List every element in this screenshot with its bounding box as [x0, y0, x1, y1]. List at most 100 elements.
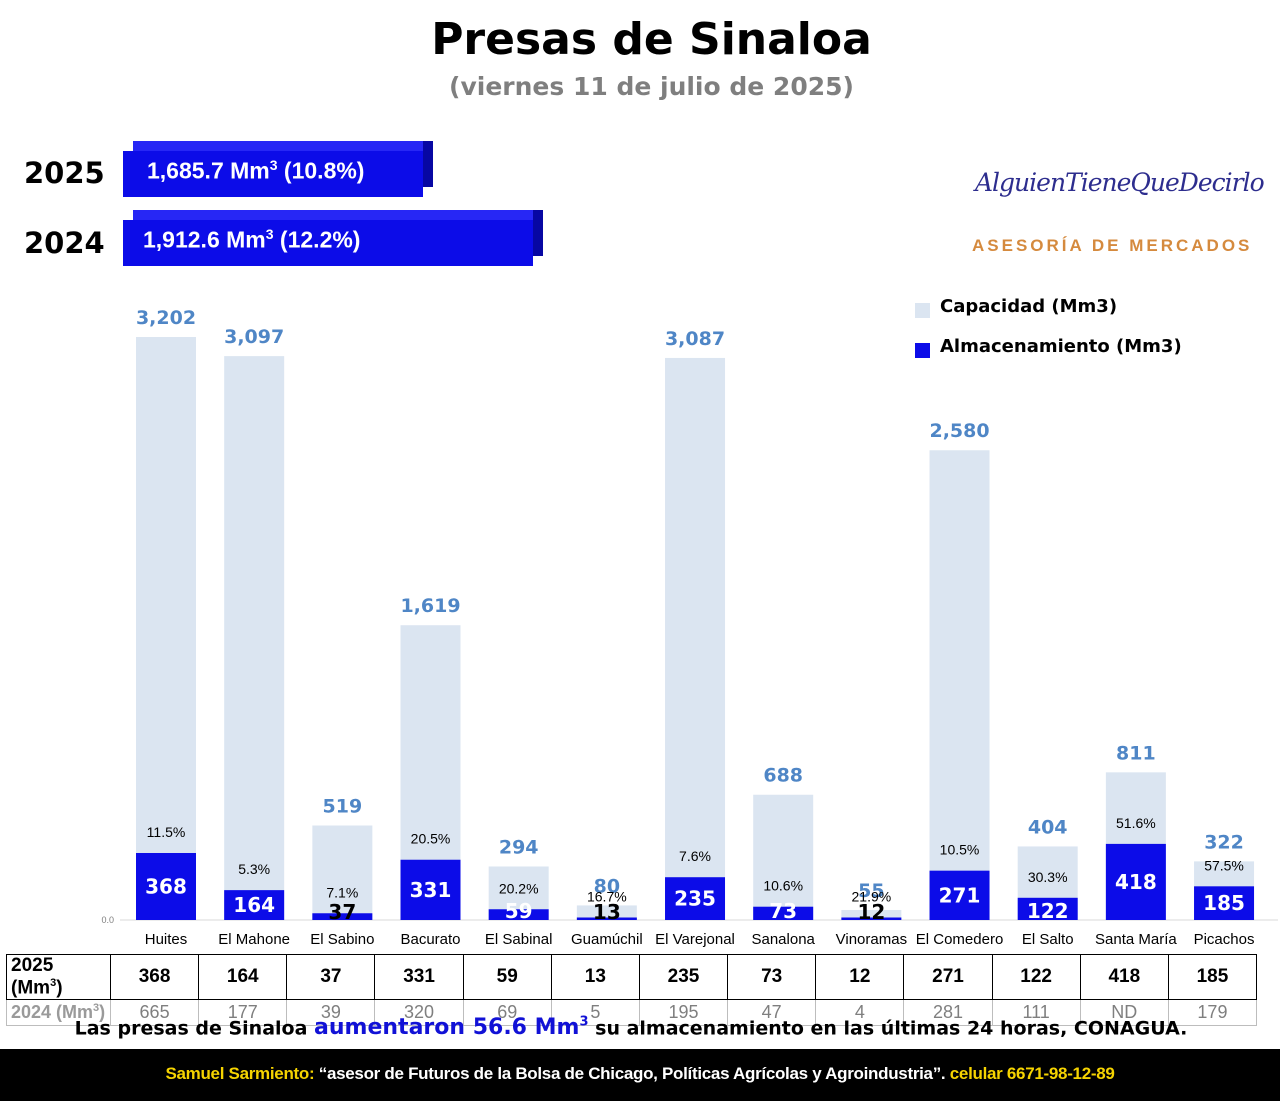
table-cell-2025: 164 — [198, 953, 288, 1001]
capacity-label-el-comedero: 2,580 — [929, 420, 989, 442]
storage-bar-vinoramas — [841, 917, 902, 920]
category-label-el-comedero: El Comedero — [916, 931, 1004, 948]
footer-quote: “asesor de Futuros de la Bolsa de Chicag… — [314, 1064, 946, 1083]
total-bar-2024: 1,912.6 Mm3 (12.2%) — [123, 210, 543, 266]
capacity-label-el-varejonal: 3,087 — [665, 328, 725, 350]
table-cell-2025: 122 — [991, 953, 1081, 1001]
table-row-label-2025: 2025 (Mm3) — [6, 953, 111, 1001]
storage-label-huites: 368 — [145, 874, 187, 898]
storage-bar-el-mahone — [224, 890, 285, 920]
percent-label-el-sabino: 7.1% — [326, 884, 358, 900]
storage-label-picachos: 185 — [1203, 891, 1245, 915]
table-cell-2025: 331 — [374, 953, 464, 1001]
capacity-bar-huites — [136, 337, 196, 920]
category-label-vinoramas: Vinoramas — [836, 931, 907, 948]
category-label-el-varejonal: El Varejonal — [655, 931, 735, 948]
table-cell-2025: 59 — [462, 953, 552, 1001]
table-cell-2024: 320 — [374, 999, 464, 1027]
table-cell-2024: 69 — [462, 999, 552, 1027]
storage-bar-el-sabinal — [488, 909, 549, 920]
capacity-label-el-sabinal: 294 — [499, 836, 539, 858]
category-label-huites: Huites — [145, 931, 188, 948]
percent-label-guam-chil: 16.7% — [587, 889, 627, 905]
capacity-bar-sanalona — [753, 794, 814, 920]
percent-label-santa-mar-a: 51.6% — [1116, 815, 1156, 831]
table-cell-2025: 418 — [1079, 953, 1169, 1001]
table-cell-2025: 12 — [815, 953, 905, 1001]
capacity-label-huites: 3,202 — [136, 307, 196, 329]
capacity-label-santa-mar-a: 811 — [1116, 742, 1156, 764]
storage-label-bacurato: 331 — [410, 878, 452, 902]
storage-label-el-comedero: 271 — [939, 883, 981, 907]
category-label-el-sabino: El Sabino — [310, 931, 374, 948]
capacity-bar-vinoramas — [841, 909, 902, 920]
page-subtitle: (viernes 11 de julio de 2025) — [449, 72, 854, 101]
table-cell-2025: 13 — [550, 953, 640, 1001]
capacity-bar-guam-chil — [576, 905, 637, 920]
category-label-santa-mar-a: Santa María — [1095, 931, 1177, 948]
table-cell-2024: 195 — [638, 999, 729, 1027]
footer-text: Samuel Sarmiento: “asesor de Futuros de … — [0, 1064, 1280, 1084]
table-cell-2025: 185 — [1167, 953, 1258, 1001]
table-cell-2025: 271 — [903, 953, 993, 1001]
storage-bar-el-varejonal — [665, 877, 726, 920]
percent-label-el-salto: 30.3% — [1028, 869, 1068, 885]
storage-label-el-varejonal: 235 — [674, 887, 716, 911]
storage-bar-el-sabino — [312, 913, 373, 920]
legend-label-almacenamiento: Almacenamiento (Mm3) — [940, 336, 1182, 357]
storage-bar-el-salto — [1017, 897, 1078, 920]
percent-label-bacurato: 20.5% — [411, 831, 451, 847]
bar-chart: 0.0 3,202 11.5% 368 Huites 3,097 5.3% 164 El Mah… — [101, 307, 1278, 948]
category-label-el-salto: El Salto — [1022, 931, 1074, 948]
data-table: 2025 (Mm3) 368 164 37 331 59 13 235 73 12 271 122 4… — [6, 953, 1258, 1027]
storage-label-el-sabino: 37 — [328, 900, 356, 924]
category-label-bacurato: Bacurato — [400, 931, 460, 948]
total-year-2024: 2024 — [24, 226, 105, 260]
percent-label-el-comedero: 10.5% — [940, 842, 980, 858]
capacity-bar-el-mahone — [224, 356, 285, 920]
table-cell-2024: 281 — [903, 999, 993, 1027]
capacity-label-el-mahone: 3,097 — [224, 326, 284, 348]
axis-zero-label: 0.0 — [101, 915, 114, 925]
legend-swatch-capacidad — [915, 303, 930, 318]
percent-label-sanalona: 10.6% — [763, 878, 803, 894]
storage-label-el-salto: 122 — [1027, 899, 1069, 923]
category-label-el-mahone: El Mahone — [218, 931, 290, 948]
table-cell-2024: 39 — [286, 999, 376, 1027]
storage-bar-huites — [136, 852, 196, 920]
table-cell-2024: 177 — [198, 999, 288, 1027]
category-label-sanalona: Sanalona — [751, 931, 815, 948]
note-highlight: aumentaron 56.6 Mm3 — [314, 1015, 589, 1041]
table-cell-2024: 111 — [991, 999, 1081, 1027]
capacity-label-guam-chil: 80 — [594, 875, 620, 897]
capacity-label-bacurato: 1,619 — [400, 595, 460, 617]
percent-label-picachos: 57.5% — [1204, 857, 1244, 873]
percent-label-vinoramas: 21.9% — [852, 889, 892, 905]
storage-label-el-mahone: 164 — [233, 893, 275, 917]
table-cell-2024: 179 — [1167, 999, 1258, 1027]
total-bar-2025: 1,685.7 Mm3 (10.8%) — [123, 141, 433, 197]
table-row-2025: 2025 (Mm3) 368 164 37 331 59 13 235 73 12 271 122 4… — [6, 953, 1258, 1001]
storage-bar-sanalona — [753, 906, 814, 920]
capacity-bar-el-varejonal — [665, 357, 726, 920]
table-cell-2025: 235 — [638, 953, 729, 1001]
capacity-bar-el-sabino — [312, 825, 373, 920]
storage-label-guam-chil: 13 — [593, 900, 621, 924]
capacity-label-picachos: 322 — [1204, 831, 1244, 853]
table-cell-2024: 665 — [109, 999, 200, 1027]
table-cell-2024: ND — [1079, 999, 1169, 1027]
brand-signature: AlguienTieneQueDecirlo — [975, 168, 1265, 197]
table-cell-2025: 37 — [286, 953, 376, 1001]
table-row-label-2024: 2024 (Mm3) — [6, 999, 111, 1027]
table-cell-2024: 5 — [550, 999, 640, 1027]
capacity-label-el-sabino: 519 — [323, 796, 363, 818]
percent-label-huites: 11.5% — [147, 824, 186, 840]
storage-label-vinoramas: 12 — [857, 900, 885, 924]
legend-swatch-almacenamiento — [915, 343, 930, 358]
percent-label-el-varejonal: 7.6% — [679, 848, 711, 864]
summary-note: Las presas de Sinaloa aumentaron 56.6 Mm… — [74, 1015, 1188, 1041]
storage-bar-el-comedero — [929, 870, 990, 920]
capacity-label-vinoramas: 55 — [858, 880, 884, 902]
storage-bar-guam-chil — [576, 917, 637, 920]
footer-contact: celular 6671-98-12-89 — [945, 1064, 1115, 1083]
